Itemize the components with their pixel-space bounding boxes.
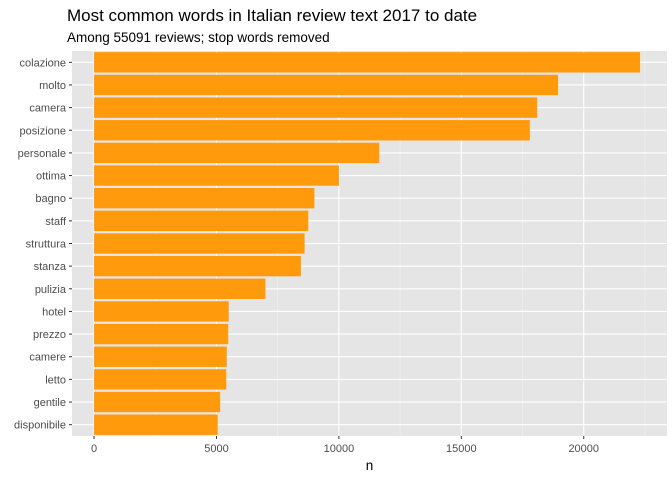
x-axis-title: n xyxy=(366,458,374,473)
bar-struttura xyxy=(94,233,305,254)
bar-gentile xyxy=(94,391,221,413)
y-tick-label: colazione xyxy=(20,57,66,69)
y-tick-label: camera xyxy=(29,103,67,115)
bar-camere xyxy=(94,346,227,367)
x-axis: 0 5000 10000 15000 20000 xyxy=(91,436,599,455)
x-tick-label: 10000 xyxy=(324,443,355,455)
chart-subtitle: Among 55091 reviews; stop words removed xyxy=(67,30,330,45)
bar-camera xyxy=(94,97,538,118)
y-tick-label: disponibile xyxy=(14,420,66,432)
chart-title: Most common words in Italian review text… xyxy=(67,6,478,25)
x-tick-label: 0 xyxy=(91,443,97,455)
y-tick-label: ottima xyxy=(36,171,67,183)
y-tick-label: molto xyxy=(39,80,66,92)
bar-disponibile xyxy=(94,414,218,435)
bar-prezzo xyxy=(94,323,229,345)
y-tick-label: prezzo xyxy=(33,329,66,341)
bar-pulizia xyxy=(94,278,266,299)
bar-stanza xyxy=(94,255,301,277)
y-tick-label: gentile xyxy=(34,397,66,409)
x-tick-label: 20000 xyxy=(568,443,599,455)
x-tick-label: 5000 xyxy=(204,443,228,455)
y-tick-label: posizione xyxy=(20,125,66,137)
y-tick-label: camere xyxy=(29,352,66,364)
bar-ottima xyxy=(94,165,339,186)
y-tick-label: stanza xyxy=(34,261,67,273)
y-tick-label: staff xyxy=(45,216,67,228)
bar-staff xyxy=(94,210,309,232)
y-tick-label: personale xyxy=(18,148,66,160)
bar-posizione xyxy=(94,120,530,141)
bars xyxy=(94,52,641,435)
y-tick-label: pulizia xyxy=(35,284,67,296)
y-axis: colazione molto camera posizione personale ot… xyxy=(14,57,72,432)
x-tick-label: 15000 xyxy=(446,443,477,455)
y-tick-label: bagno xyxy=(35,193,66,205)
bar-personale xyxy=(94,142,380,164)
y-tick-label: struttura xyxy=(26,239,67,251)
y-tick-label: letto xyxy=(45,374,66,386)
bar-colazione xyxy=(94,52,641,73)
y-tick-label: hotel xyxy=(42,306,66,318)
bar-bagno xyxy=(94,188,315,209)
bar-hotel xyxy=(94,301,229,322)
bar-molto xyxy=(94,74,559,96)
bar-letto xyxy=(94,369,227,390)
